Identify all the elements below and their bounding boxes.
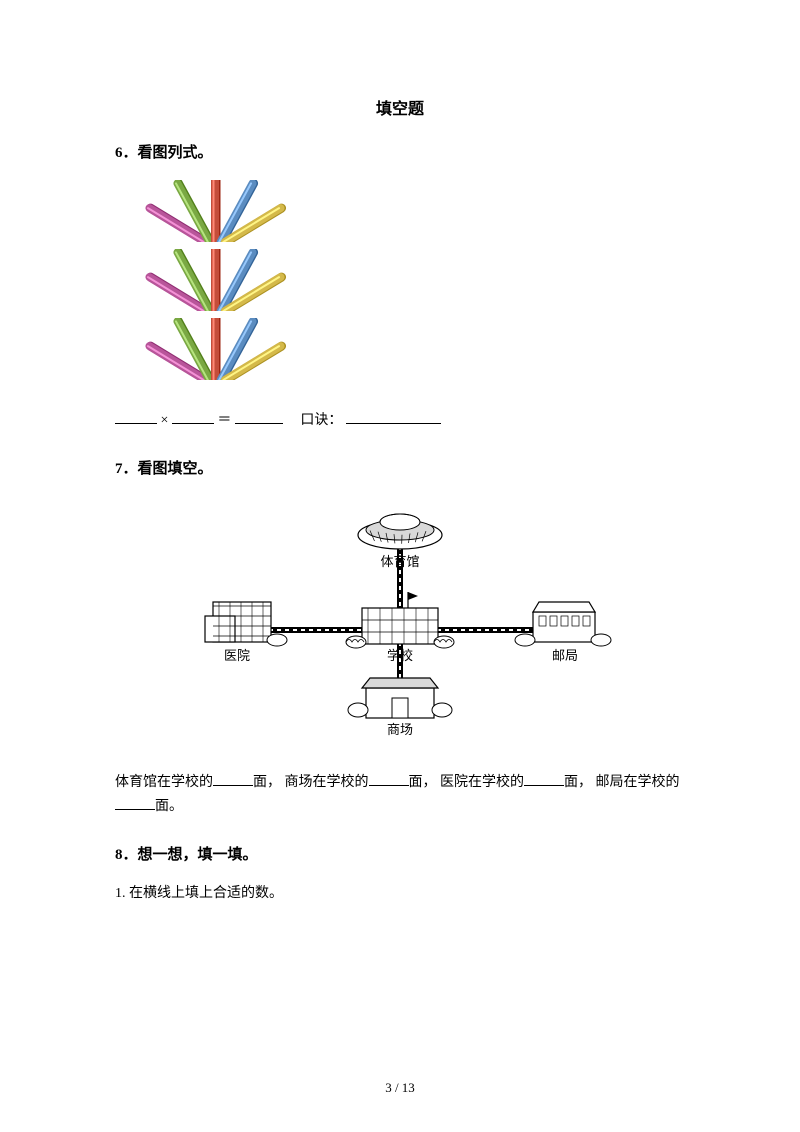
sticks-row: [115, 318, 685, 385]
q6-blank-c[interactable]: [235, 410, 283, 424]
q8-sub1: 1. 在横线上填上合适的数。: [115, 882, 685, 902]
page-number: 3 / 13: [0, 1080, 800, 1096]
svg-text:邮局: 邮局: [552, 648, 578, 663]
mult-sign: ×: [161, 413, 169, 428]
q6-heading: 6．看图列式。: [115, 141, 685, 162]
q7-blank-2[interactable]: [369, 772, 409, 786]
q7-blank-1[interactable]: [213, 772, 253, 786]
q7-blank-3[interactable]: [524, 772, 564, 786]
svg-text:医院: 医院: [224, 648, 250, 663]
eq-sign: ＝: [217, 413, 231, 428]
q8-heading: 8．想一想，填一填。: [115, 843, 685, 864]
q6-equation-line: × ＝ 口诀：: [115, 409, 685, 429]
q6-blank-b[interactable]: [172, 410, 214, 424]
q7-figure: 体育馆学校 医院 邮局商场: [115, 500, 685, 745]
q7-heading: 7．看图填空。: [115, 457, 685, 478]
sticks-row: [115, 249, 685, 316]
svg-text:学校: 学校: [387, 648, 413, 663]
section-title: 填空题: [115, 95, 685, 119]
q7-blank-4[interactable]: [115, 796, 155, 810]
sticks-row: [115, 180, 685, 247]
q6-blank-a[interactable]: [115, 410, 157, 424]
svg-text:商场: 商场: [387, 722, 413, 737]
svg-text:体育馆: 体育馆: [380, 554, 419, 569]
koujue-label: 口诀：: [300, 413, 342, 428]
q6-blank-koujue[interactable]: [346, 410, 441, 424]
q6-figure: [115, 180, 685, 385]
q7-fill-text: 体育馆在学校的面， 商场在学校的面， 医院在学校的面， 邮局在学校的面。: [115, 771, 685, 819]
